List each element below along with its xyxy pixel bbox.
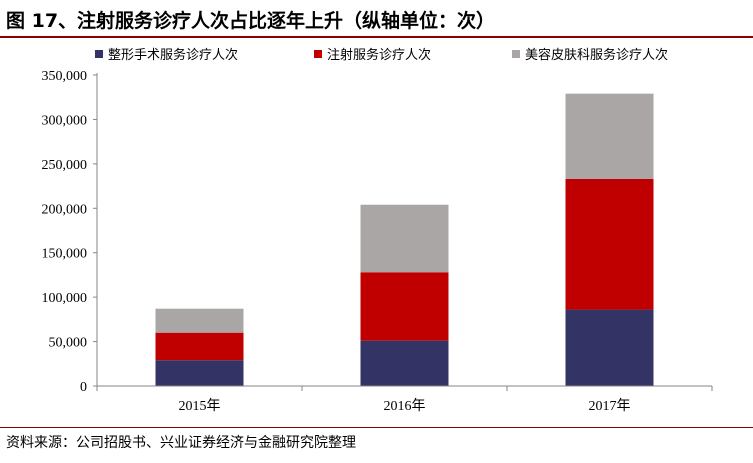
y-axis: 0 50,000 100,000 150,000 200,000 250,000 300,0… xyxy=(42,69,98,395)
bar-segment xyxy=(360,272,449,341)
chart-title: 图 17、注射服务诊疗人次占比逐年上升（纵轴单位：次） xyxy=(6,10,496,32)
y-tick-label: 150,000 xyxy=(42,247,88,262)
y-tick-label: 250,000 xyxy=(42,158,88,173)
bar-segment xyxy=(565,309,654,386)
y-tick-label: 0 xyxy=(80,380,87,395)
legend-swatch xyxy=(314,50,322,58)
bar-segment xyxy=(155,360,244,386)
y-tick-label: 100,000 xyxy=(42,291,88,306)
legend-swatch xyxy=(512,50,520,58)
bar-segment xyxy=(360,204,449,273)
bar-segment xyxy=(565,93,654,179)
legend-swatch xyxy=(95,50,103,58)
y-tick-label: 50,000 xyxy=(49,336,88,351)
bar-segment xyxy=(565,178,654,310)
x-tick-label: 2016年 xyxy=(384,398,426,414)
legend-label: 美容皮肤科服务诊疗人次 xyxy=(525,47,668,63)
legend: 整形手术服务诊疗人次 注射服务诊疗人次 美容皮肤科服务诊疗人次 xyxy=(95,47,668,63)
bar-segment xyxy=(155,332,244,361)
bar-segment xyxy=(360,340,449,386)
bar-segment xyxy=(155,308,244,333)
footer-divider xyxy=(0,427,753,428)
x-tick-label: 2015年 xyxy=(179,398,221,414)
title-bar: 图 17、注射服务诊疗人次占比逐年上升（纵轴单位：次） xyxy=(0,0,753,38)
y-tick-label: 200,000 xyxy=(42,202,88,217)
bars xyxy=(155,93,654,386)
y-tick-label: 350,000 xyxy=(42,69,88,84)
stacked-bar-chart: 整形手术服务诊疗人次 注射服务诊疗人次 美容皮肤科服务诊疗人次 0 50,000 100… xyxy=(42,47,713,414)
x-axis: 2015年 2016年 2017年 xyxy=(96,385,713,414)
x-tick-label: 2017年 xyxy=(589,398,631,414)
source-note: 资料来源：公司招股书、兴业证券经济与金融研究院整理 xyxy=(6,435,356,451)
legend-label: 整形手术服务诊疗人次 xyxy=(108,47,238,63)
y-tick-label: 300,000 xyxy=(42,113,88,128)
legend-label: 注射服务诊疗人次 xyxy=(327,47,431,63)
